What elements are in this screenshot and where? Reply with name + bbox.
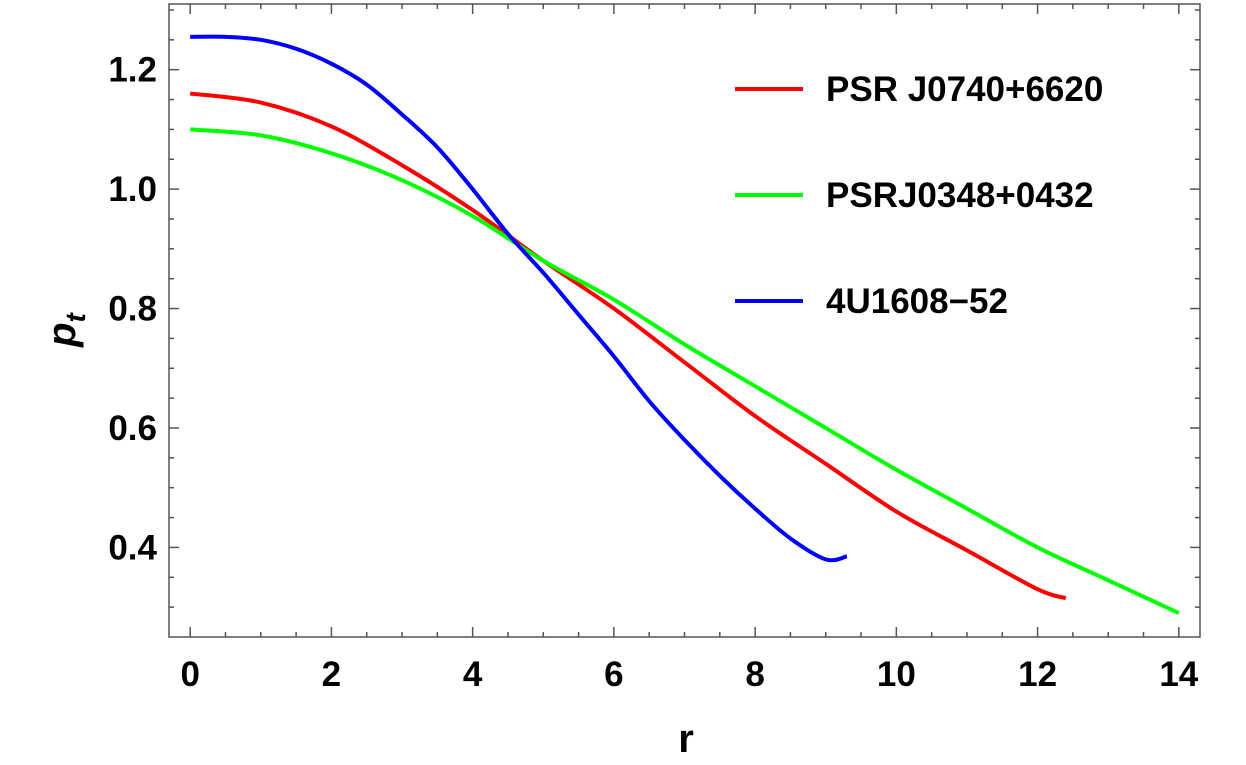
y-tick-label: 0.6 bbox=[108, 409, 157, 448]
x-tick-label: 14 bbox=[1159, 655, 1198, 694]
y-axis-title-sub: t bbox=[60, 311, 91, 322]
legend-label-2: PSRJ0348+0432 bbox=[826, 176, 1094, 215]
series-lines bbox=[189, 34, 1180, 615]
x-tick-label: 0 bbox=[180, 655, 199, 694]
y-tick-label: 1.2 bbox=[108, 51, 157, 90]
x-tick-label: 12 bbox=[1018, 655, 1057, 694]
x-tick-label: 2 bbox=[322, 655, 341, 694]
x-tick-label: 8 bbox=[745, 655, 764, 694]
legend-label-3: 4U1608−52 bbox=[826, 282, 1008, 321]
series-line-1 bbox=[189, 91, 1067, 601]
x-tick-label: 4 bbox=[463, 655, 483, 694]
axis-ticks bbox=[169, 4, 1200, 637]
legend: PSR J0740+6620 PSRJ0348+0432 4U1608−52 bbox=[735, 70, 1103, 321]
x-tick-label: 10 bbox=[877, 655, 916, 694]
x-axis-title: r bbox=[678, 717, 694, 761]
legend-label-1: PSR J0740+6620 bbox=[826, 70, 1103, 109]
y-axis-title-main: p bbox=[40, 322, 84, 347]
y-tick-label: 0.4 bbox=[108, 528, 157, 567]
series-line-3 bbox=[190, 34, 848, 563]
y-axis-title: pt bbox=[40, 311, 91, 347]
y-tick-label: 1.0 bbox=[108, 170, 157, 209]
svg-text:pt: pt bbox=[40, 311, 91, 347]
y-tick-label: 0.8 bbox=[108, 290, 157, 329]
series-line-2 bbox=[190, 127, 1180, 615]
tick-labels: 0 2 4 6 8 10 12 14 0.4 0.6 0.8 1.0 1.2 bbox=[108, 51, 1198, 694]
x-tick-label: 6 bbox=[604, 655, 623, 694]
